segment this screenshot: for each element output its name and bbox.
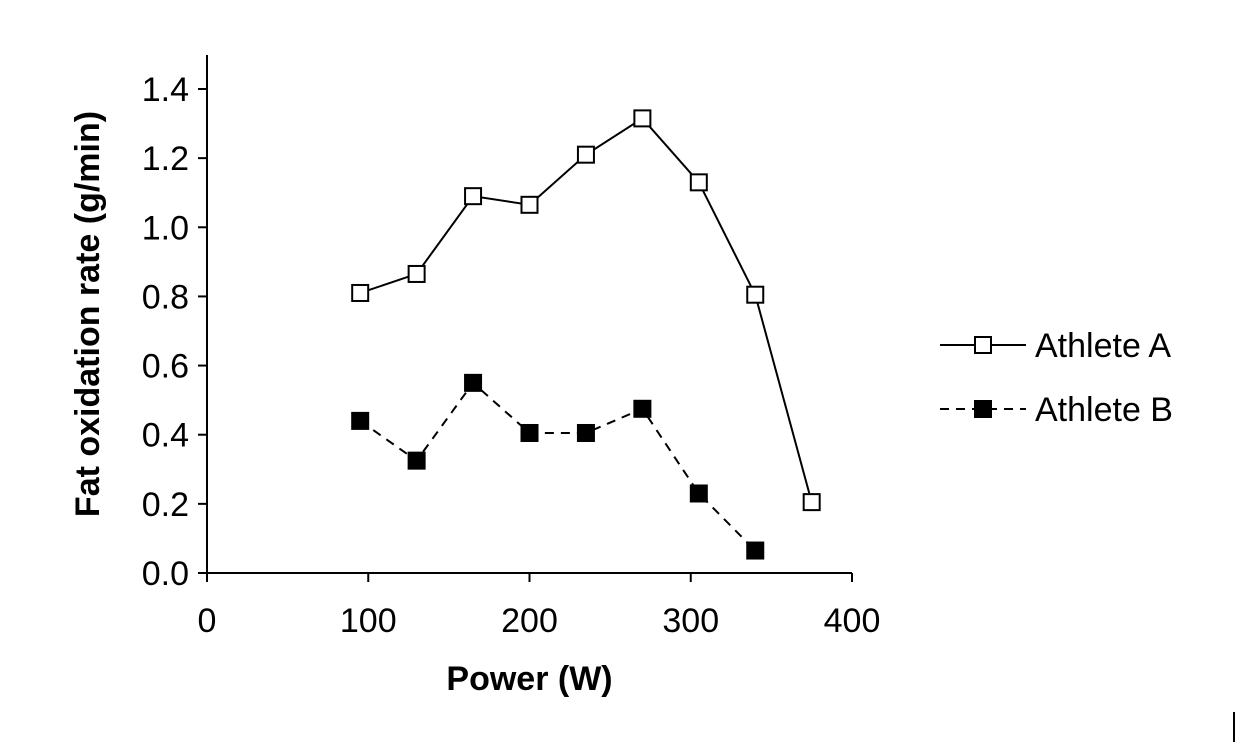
legend-marker	[974, 400, 992, 418]
axes: 0.0 0.2 0.4 0.6 0.8 1.0 1.2 1.4 0 100 200 300 400 Pow…	[69, 55, 880, 698]
data-point	[746, 541, 765, 560]
y-tick-label: 0.4	[142, 417, 189, 455]
x-tick-label: 300	[662, 602, 719, 640]
legend: Athlete A Athlete B	[940, 327, 1173, 429]
data-point	[633, 399, 652, 418]
data-point	[576, 145, 595, 164]
data-point	[520, 423, 539, 442]
data-point	[351, 411, 370, 430]
data-point	[520, 195, 539, 214]
y-tick-label: 0.2	[142, 486, 189, 524]
y-axis-title: Fat oxidation rate (g/min)	[69, 111, 107, 517]
legend-label: Athlete A	[1035, 327, 1171, 365]
y-tick-label: 0.8	[142, 278, 189, 316]
y-tick-label: 1.4	[142, 71, 189, 109]
y-tick-label: 0.6	[142, 348, 189, 386]
series-layer	[351, 109, 821, 560]
data-point	[746, 285, 765, 304]
series-1	[351, 109, 821, 512]
data-point	[633, 109, 652, 128]
text-cursor-mark	[1233, 712, 1235, 742]
data-point	[464, 187, 483, 206]
y-tick-label: 0.0	[142, 555, 189, 593]
legend-marker	[974, 336, 992, 354]
x-tick-label: 400	[824, 602, 881, 640]
data-point	[351, 283, 370, 302]
x-tick-label: 100	[340, 602, 397, 640]
series-line	[359, 381, 756, 552]
data-point	[576, 423, 595, 442]
data-point	[689, 484, 708, 503]
x-axis-title: Power (W)	[446, 660, 612, 698]
legend-entry: Athlete A	[940, 327, 1171, 365]
data-point	[407, 264, 426, 283]
data-point	[407, 451, 426, 470]
x-tick-label: 0	[198, 602, 217, 640]
y-tick-label: 1.0	[142, 209, 189, 247]
x-tick-label: 200	[501, 602, 558, 640]
y-tick-label: 1.2	[142, 140, 189, 178]
legend-entry: Athlete B	[940, 391, 1173, 429]
data-point	[689, 173, 708, 192]
legend-label: Athlete B	[1035, 391, 1173, 429]
data-point	[802, 493, 821, 512]
data-point	[464, 373, 483, 392]
series-2	[351, 373, 765, 560]
